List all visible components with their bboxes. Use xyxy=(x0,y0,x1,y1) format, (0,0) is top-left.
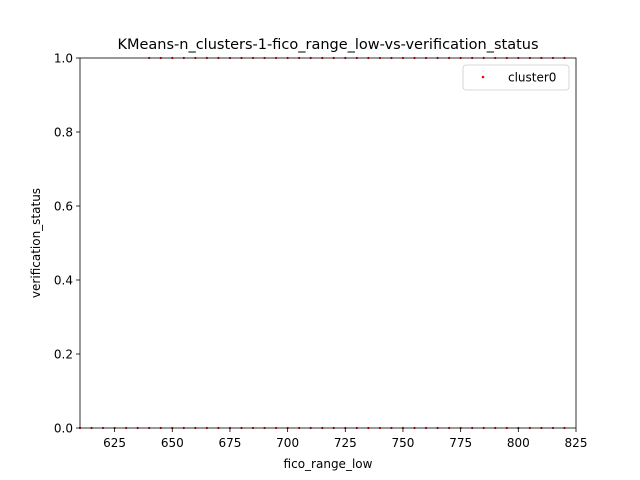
x-tick-label: 750 xyxy=(392,436,415,450)
y-tick-label: 1.0 xyxy=(54,52,73,66)
legend: cluster0 xyxy=(462,64,570,91)
x-tick-label: 625 xyxy=(103,436,126,450)
x-axis-ticks: 625 650 675 700 725 750 775 800 825 xyxy=(103,428,587,450)
y-tick-label: 0.2 xyxy=(54,348,73,362)
x-tick-label: 800 xyxy=(507,436,530,450)
y-tick-label: 0.0 xyxy=(54,422,73,436)
y-axis-label: verification_status xyxy=(29,188,43,298)
x-tick-label: 825 xyxy=(565,436,588,450)
x-tick-label: 725 xyxy=(334,436,357,450)
legend-box xyxy=(462,64,570,91)
x-tick-label: 675 xyxy=(219,436,242,450)
y-tick-label: 0.4 xyxy=(54,274,73,288)
x-tick-label: 775 xyxy=(449,436,472,450)
chart-title: KMeans-n_clusters-1-fico_range_low-vs-ve… xyxy=(117,37,538,53)
legend-label-cluster0: cluster0 xyxy=(508,71,556,85)
plot-area xyxy=(80,58,576,428)
y-axis-ticks: 0.0 0.2 0.4 0.6 0.8 1.0 xyxy=(54,52,80,436)
y-tick-label: 0.6 xyxy=(54,200,73,214)
legend-marker-cluster0 xyxy=(481,75,485,79)
plot-frame xyxy=(79,57,577,429)
x-tick-label: 650 xyxy=(161,436,184,450)
y-tick-label: 0.8 xyxy=(54,126,73,140)
x-axis-label: fico_range_low xyxy=(284,457,373,471)
x-tick-label: 700 xyxy=(276,436,299,450)
